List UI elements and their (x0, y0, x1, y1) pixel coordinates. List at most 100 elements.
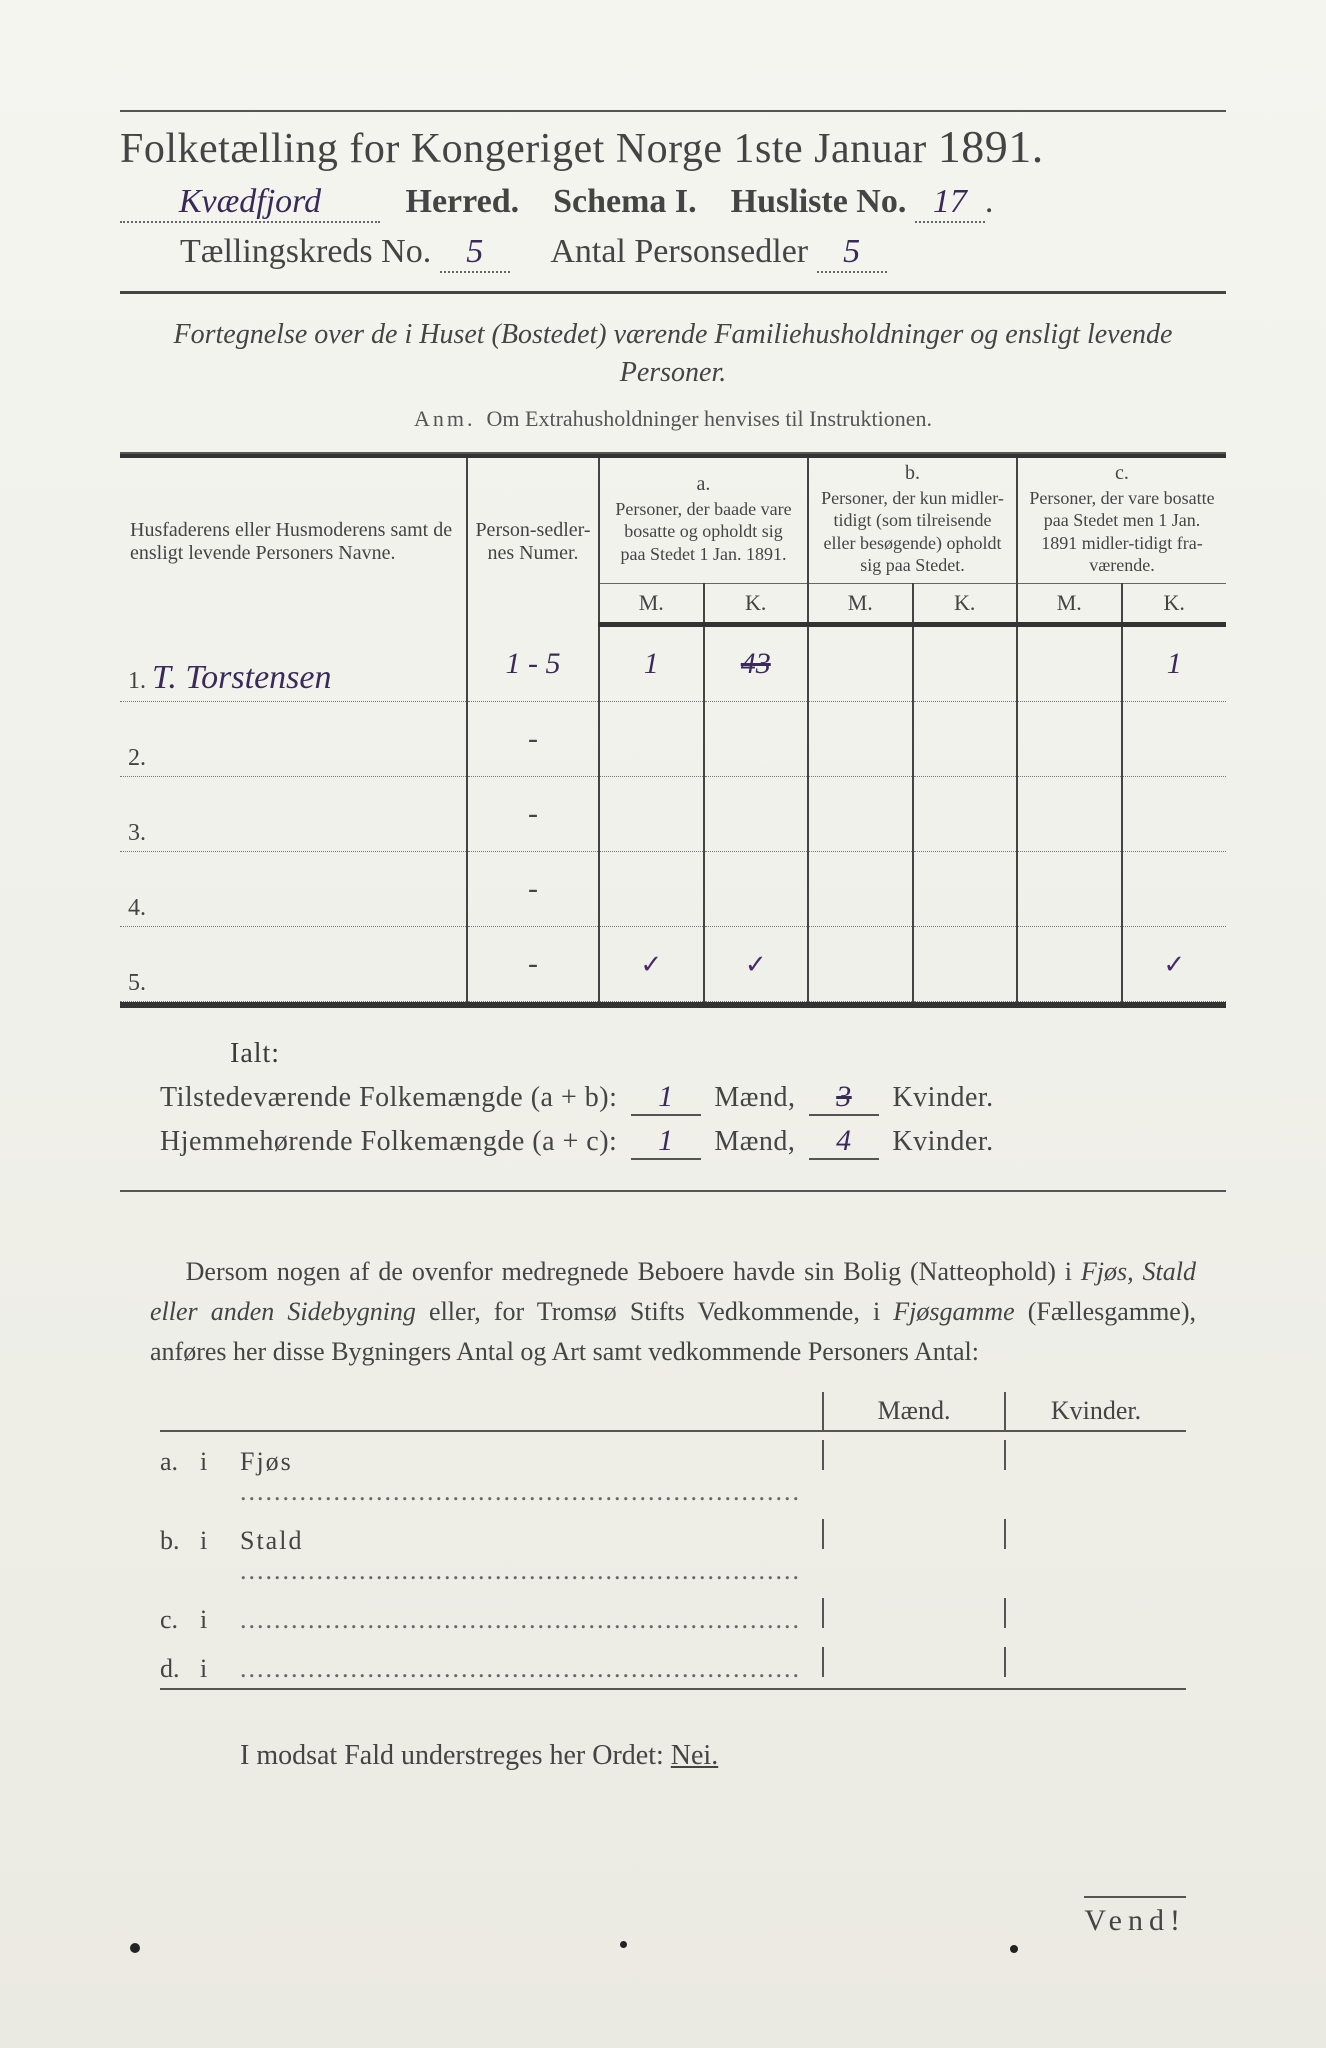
census-table: Husfaderens eller Husmoderens samt de en… (120, 454, 1226, 1002)
title-text: Folketælling for Kongeriget Norge 1ste J… (120, 126, 927, 172)
dots (240, 1477, 801, 1506)
cell-bK (913, 776, 1018, 851)
rule-under-table (120, 1002, 1226, 1008)
cell-cK: 1 (1122, 627, 1227, 702)
th-group-b-text: Personer, der kun midler-tidigt (som til… (815, 485, 1010, 579)
cell-cK (1122, 776, 1227, 851)
building-row: d. i (160, 1639, 1186, 1688)
kvinder-label: Kvinder. (892, 1082, 993, 1113)
sum-ab-label: Tilstedeværende Folkemængde (a + b): (160, 1082, 617, 1113)
build-row-i: i (200, 1654, 240, 1684)
herred-handwritten: Kvædfjord (120, 183, 380, 223)
row-number: 2. (120, 701, 467, 776)
building-row: c. i (160, 1590, 1186, 1639)
cell-bK (913, 627, 1018, 702)
sum-line-ac: Hjemmehørende Folkemængde (a + c): 1 Mæn… (160, 1124, 1226, 1160)
th-group-b-label: b. (815, 462, 1010, 485)
cell-cK (1122, 851, 1227, 926)
sum-ab-k: 3 (809, 1080, 879, 1116)
maend-label: Mænd, (714, 1082, 795, 1113)
table-header-row-1: Husfaderens eller Husmoderens samt de en… (120, 456, 1226, 584)
th-group-c: c. Personer, der vare bosatte paa Stedet… (1017, 456, 1226, 584)
build-row-name: Fjøs (240, 1447, 293, 1476)
cell-aK: 43 (704, 627, 809, 702)
cell-num: 1 - 5 (467, 627, 599, 702)
maend-label-2: Mænd, (714, 1126, 795, 1157)
cell-cK (1122, 701, 1227, 776)
sum-ac-label: Hjemmehørende Folkemængde (a + c): (160, 1126, 617, 1157)
row-number: 3. (120, 776, 467, 851)
cell-aM: 1 (599, 627, 704, 702)
tick-cK: ✓ (1163, 950, 1185, 979)
build-cell-k (1004, 1647, 1186, 1677)
cell-bM (808, 701, 913, 776)
ialt-label: Ialt: (230, 1038, 1226, 1070)
census-form-page: Folketælling for Kongeriget Norge 1ste J… (0, 0, 1326, 2048)
cell-num: - (467, 776, 599, 851)
th-a-m: M. (599, 583, 704, 624)
building-table-head: Mænd. Kvinder. (160, 1392, 1186, 1430)
table-row: 3. - (120, 776, 1226, 851)
th-num: Person-sedler-nes Numer. (467, 456, 599, 627)
herred-label: Herred. (406, 183, 520, 220)
header-row-3: Tællingskreds No. 5 Antal Personsedler 5 (180, 233, 1226, 273)
dots (240, 1654, 801, 1683)
ink-speck (1010, 1945, 1018, 1953)
build-col-k: Kvinder. (1004, 1392, 1186, 1430)
build-cell-m (822, 1598, 1004, 1628)
build-cell-k (1004, 1440, 1186, 1470)
cell-cK: ✓ (1122, 926, 1227, 1001)
build-row-lbl: b. (160, 1526, 200, 1556)
tick-aM: ✓ (640, 950, 662, 979)
row-number: 4. (120, 851, 467, 926)
th-c-m: M. (1017, 583, 1122, 624)
build-row-lbl: c. (160, 1605, 200, 1635)
row-cK: 1 (1167, 647, 1182, 680)
ink-speck (130, 1943, 140, 1953)
th-group-a-text: Personer, der baade vare bosatte og opho… (606, 496, 801, 568)
cell-aM: ✓ (599, 926, 704, 1001)
cell-aK (704, 851, 809, 926)
sum-ac-k: 4 (809, 1124, 879, 1160)
anm-line: Anm. Om Extrahusholdninger henvises til … (120, 406, 1226, 432)
nei-word: Nei. (671, 1740, 718, 1771)
build-row-i: i (200, 1605, 240, 1635)
building-rule-bottom (160, 1688, 1186, 1690)
build-row-name: Stald (240, 1526, 303, 1555)
cell-cM (1017, 776, 1122, 851)
th-group-c-text: Personer, der vare bosatte paa Stedet me… (1024, 485, 1220, 579)
cell-bK (913, 701, 1018, 776)
build-cell-k (1004, 1598, 1186, 1628)
building-row: b. i Stald (160, 1511, 1186, 1590)
cell-bM (808, 926, 913, 1001)
building-table: Mænd. Kvinder. a. i Fjøs b. i Stald c. i… (160, 1392, 1186, 1690)
nei-line: I modsat Fald understreges her Ordet: Ne… (240, 1740, 1226, 1772)
kreds-label: Tællingskreds No. (180, 233, 431, 270)
row-aM: 1 (644, 647, 659, 680)
cell-bM (808, 851, 913, 926)
sum-ab-m: 1 (631, 1080, 701, 1116)
cell-aM (599, 851, 704, 926)
row-name-hand: T. Torstensen (152, 659, 332, 696)
cell-bK (913, 851, 1018, 926)
dots (240, 1556, 801, 1585)
vend-label: Vend! (1084, 1896, 1186, 1938)
nei-pre: I modsat Fald understreges her Ordet: (240, 1740, 664, 1771)
build-col-m: Mænd. (822, 1392, 1004, 1430)
cell-num: - (467, 926, 599, 1001)
build-row-txt: Stald (240, 1526, 822, 1586)
cell-aM (599, 776, 704, 851)
rule-mid (120, 1190, 1226, 1192)
antal-no: 5 (817, 233, 887, 273)
cell-cM (1017, 627, 1122, 702)
table-row: 5. - ✓ ✓ ✓ (120, 926, 1226, 1001)
cell-name: 1. T. Torstensen (120, 627, 467, 702)
cell-bK (913, 926, 1018, 1001)
rule-under-header (120, 291, 1226, 294)
build-row-txt (240, 1605, 822, 1635)
building-row: a. i Fjøs (160, 1432, 1186, 1511)
th-group-c-label: c. (1024, 462, 1220, 485)
schema-label: Schema I. (553, 183, 697, 220)
build-row-i: i (200, 1526, 240, 1556)
build-cell-k (1004, 1519, 1186, 1549)
